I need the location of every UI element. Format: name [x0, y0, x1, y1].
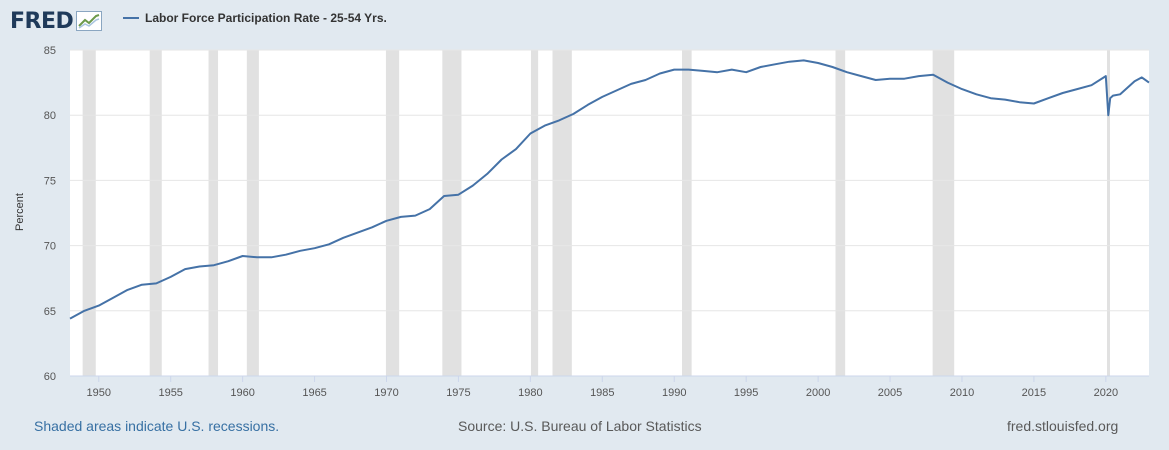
recession-band: [385, 50, 400, 376]
recession-band: [682, 50, 692, 376]
legend-swatch: [123, 17, 139, 19]
x-tick-label: 1975: [446, 387, 470, 399]
y-tick-label: 85: [44, 45, 56, 57]
recession-band: [149, 50, 162, 376]
recession-band: [932, 50, 955, 376]
recession-band: [442, 50, 462, 376]
source-note: Source: U.S. Bureau of Labor Statistics: [458, 418, 702, 434]
recession-band: [82, 50, 96, 376]
y-axis-title: Percent: [14, 193, 26, 231]
plot-area: 60 65 70 75 80 85 1950 1955 1960 1965 1970 1975 1980…: [44, 45, 1150, 399]
x-tick-label: 1970: [374, 387, 398, 399]
fred-url-link[interactable]: fred.stlouisfed.org: [1007, 418, 1119, 434]
x-tick-label: 2015: [1022, 387, 1046, 399]
x-tick-label: 2000: [806, 387, 830, 399]
y-tick-label: 70: [44, 241, 56, 253]
fred-logo[interactable]: FRED: [10, 6, 103, 36]
y-tick-label: 65: [44, 306, 56, 318]
x-tick-label: 1990: [662, 387, 686, 399]
recession-band: [552, 50, 572, 376]
recession-band: [835, 50, 846, 376]
y-tick-label: 75: [44, 175, 56, 187]
line-chart-icon: [76, 11, 103, 31]
fred-logo-text: FRED: [10, 8, 74, 34]
x-tick-label: 2020: [1094, 387, 1118, 399]
x-tick-label: 2005: [878, 387, 902, 399]
recession-band: [1106, 50, 1111, 376]
x-tick-label: 1950: [87, 387, 111, 399]
plot-background: [70, 50, 1149, 376]
x-tick-label: 1955: [158, 387, 182, 399]
y-tick-label: 80: [44, 110, 56, 122]
y-tick-label: 60: [44, 371, 56, 383]
recession-band: [208, 50, 219, 376]
chart-header: FRED Labor Force Participation Rate - 25…: [0, 0, 1169, 44]
series-line: [69, 59, 1150, 320]
x-tick-label: 2010: [950, 387, 974, 399]
x-tick-label: 1965: [302, 387, 326, 399]
x-tick-label: 1985: [590, 387, 614, 399]
legend-label: Labor Force Participation Rate - 25-54 Y…: [145, 11, 387, 25]
x-tick-label: 1980: [518, 387, 542, 399]
chart-area: Percent 60 65 70 75 80 85 1950 1955 1960 1965 1970…: [14, 45, 1150, 399]
chart-legend: Labor Force Participation Rate - 25-54 Y…: [123, 11, 387, 25]
recession-band: [246, 50, 259, 376]
x-tick-label: 1960: [230, 387, 254, 399]
x-tick-label: 1995: [734, 387, 758, 399]
recession-note: Shaded areas indicate U.S. recessions.: [34, 418, 280, 434]
recession-band: [530, 50, 539, 376]
